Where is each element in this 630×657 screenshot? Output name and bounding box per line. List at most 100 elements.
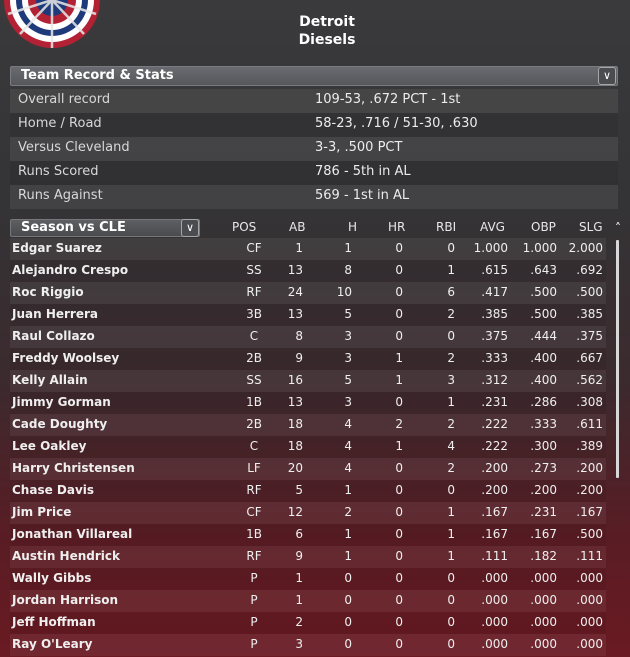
stat-pos: 2B <box>246 417 262 431</box>
player-name[interactable]: Kelly Allain <box>12 373 88 387</box>
stat-pos: C <box>249 329 259 343</box>
stat-h: 5 <box>344 373 352 387</box>
stat-avg: .312 <box>481 373 508 387</box>
record-label: Runs Against <box>18 188 103 203</box>
table-row[interactable]: Jimmy Gorman 1B 13 3 0 1 .231 .286 .308 <box>10 392 606 414</box>
column-header-rbi[interactable]: RBI <box>436 220 457 234</box>
stat-rbi: 0 <box>447 593 455 607</box>
player-name[interactable]: Ray O'Leary <box>12 637 93 651</box>
table-row[interactable]: Roc Riggio RF 24 10 0 6 .417 .500 .500 <box>10 282 606 304</box>
stat-h: 4 <box>344 417 352 431</box>
record-label: Home / Road <box>18 116 102 131</box>
table-row[interactable]: Lee Oakley C 18 4 1 4 .222 .300 .389 <box>10 436 606 458</box>
table-row[interactable]: Alejandro Crespo SS 13 8 0 1 .615 .643 .692 <box>10 260 606 282</box>
record-value: 58-23, .716 / 51-30, .630 <box>315 116 478 131</box>
player-name[interactable]: Roc Riggio <box>12 285 84 299</box>
stat-obp: .000 <box>530 593 557 607</box>
stat-avg: .222 <box>481 417 508 431</box>
stat-ab: 18 <box>287 439 303 453</box>
player-name[interactable]: Cade Doughty <box>12 417 108 431</box>
stat-pos: RF <box>246 483 262 497</box>
player-name[interactable]: Chase Davis <box>12 483 95 497</box>
chevron-down-icon[interactable]: ∨ <box>181 219 199 237</box>
stat-rbi: 0 <box>447 615 455 629</box>
table-row[interactable]: Wally Gibbs P 1 0 0 0 .000 .000 .000 <box>10 568 606 590</box>
stat-ab: 1 <box>295 571 303 585</box>
table-row[interactable]: Jonathan Villareal 1B 6 1 0 1 .167 .167 .500 <box>10 524 606 546</box>
stat-hr: 0 <box>395 593 403 607</box>
stat-hr: 0 <box>395 527 403 541</box>
stat-pos: P <box>250 637 258 651</box>
table-row[interactable]: Jeff Hoffman P 2 0 0 0 .000 .000 .000 <box>10 612 606 634</box>
stat-avg: .333 <box>481 351 508 365</box>
stat-pos: 1B <box>246 395 262 409</box>
stat-slg: .308 <box>576 395 603 409</box>
stat-avg: .200 <box>481 483 508 497</box>
stat-ab: 12 <box>287 505 303 519</box>
table-row[interactable]: Kelly Allain SS 16 5 1 3 .312 .400 .562 <box>10 370 606 392</box>
scrollbar[interactable]: ˄ <box>610 222 626 657</box>
stat-avg: 1.000 <box>473 241 508 255</box>
stat-rbi: 1 <box>447 395 455 409</box>
table-row[interactable]: Raul Collazo C 8 3 0 0 .375 .444 .375 <box>10 326 606 348</box>
stat-ab: 5 <box>295 483 303 497</box>
player-name[interactable]: Edgar Suarez <box>12 241 102 255</box>
player-name[interactable]: Jimmy Gorman <box>12 395 111 409</box>
team-record-section-header[interactable]: Team Record & Stats ∨ <box>10 66 618 86</box>
stat-hr: 1 <box>395 439 403 453</box>
player-name[interactable]: Jordan Harrison <box>12 593 119 607</box>
column-header-ab[interactable]: AB <box>289 220 306 234</box>
table-row[interactable]: Freddy Woolsey 2B 9 3 1 2 .333 .400 .667 <box>10 348 606 370</box>
scroll-thumb[interactable] <box>616 240 619 478</box>
player-name[interactable]: Jeff Hoffman <box>12 615 96 629</box>
stat-obp: 1.000 <box>522 241 557 255</box>
table-row[interactable]: Chase Davis RF 5 1 0 0 .200 .200 .200 <box>10 480 606 502</box>
table-row[interactable]: Austin Hendrick RF 9 1 0 1 .111 .182 .111 <box>10 546 606 568</box>
chevron-down-icon[interactable]: ∨ <box>598 67 616 85</box>
stat-slg: .500 <box>576 285 603 299</box>
record-row: Runs Against 569 - 1st in AL <box>10 185 618 209</box>
table-row[interactable]: Jim Price CF 12 2 0 1 .167 .231 .167 <box>10 502 606 524</box>
player-name[interactable]: Alejandro Crespo <box>12 263 129 277</box>
stat-ab: 9 <box>295 549 303 563</box>
scroll-up-icon[interactable]: ˄ <box>615 221 621 235</box>
stats-header: Season vs CLE ∨ POS AB H HR RBI AVG OBP … <box>10 218 618 238</box>
team-record-table: Overall record 109-53, .672 PCT - 1st Ho… <box>10 89 618 209</box>
column-header-h[interactable]: H <box>348 220 358 234</box>
column-header-pos[interactable]: POS <box>232 220 257 234</box>
player-name[interactable]: Jim Price <box>12 505 72 519</box>
column-header-obp[interactable]: OBP <box>531 220 556 234</box>
player-name[interactable]: Harry Christensen <box>12 461 135 475</box>
table-row[interactable]: Cade Doughty 2B 18 4 2 2 .222 .333 .611 <box>10 414 606 436</box>
table-row[interactable]: Harry Christensen LF 20 4 0 2 .200 .273 .200 <box>10 458 606 480</box>
player-name[interactable]: Wally Gibbs <box>12 571 92 585</box>
stat-avg: .417 <box>481 285 508 299</box>
table-row[interactable]: Juan Herrera 3B 13 5 0 2 .385 .500 .385 <box>10 304 606 326</box>
stat-rbi: 0 <box>447 329 455 343</box>
stat-avg: .222 <box>481 439 508 453</box>
record-label: Versus Cleveland <box>18 140 130 155</box>
bunting-emblem <box>4 0 100 48</box>
stat-obp: .500 <box>530 307 557 321</box>
player-name[interactable]: Juan Herrera <box>12 307 98 321</box>
player-name[interactable]: Austin Hendrick <box>12 549 120 563</box>
table-row[interactable]: Edgar Suarez CF 1 1 0 0 1.000 1.000 2.000 <box>10 238 606 260</box>
column-header-hr[interactable]: HR <box>388 220 406 234</box>
table-row[interactable]: Jordan Harrison P 1 0 0 0 .000 .000 .000 <box>10 590 606 612</box>
column-header-avg[interactable]: AVG <box>480 220 505 234</box>
team-city: Detroit <box>299 14 355 30</box>
column-header-slg[interactable]: SLG <box>579 220 603 234</box>
table-row[interactable]: Ray O'Leary P 3 0 0 0 .000 .000 .000 <box>10 634 606 656</box>
stat-rbi: 1 <box>447 263 455 277</box>
stat-avg: .000 <box>481 593 508 607</box>
player-name[interactable]: Lee Oakley <box>12 439 87 453</box>
record-row: Overall record 109-53, .672 PCT - 1st <box>10 89 618 113</box>
stat-rbi: 1 <box>447 549 455 563</box>
stat-ab: 2 <box>295 615 303 629</box>
player-name[interactable]: Freddy Woolsey <box>12 351 120 365</box>
season-selector[interactable]: Season vs CLE ∨ <box>10 219 200 237</box>
stat-slg: .000 <box>576 571 603 585</box>
player-name[interactable]: Jonathan Villareal <box>12 527 133 541</box>
player-name[interactable]: Raul Collazo <box>12 329 95 343</box>
record-row: Runs Scored 786 - 5th in AL <box>10 161 618 185</box>
